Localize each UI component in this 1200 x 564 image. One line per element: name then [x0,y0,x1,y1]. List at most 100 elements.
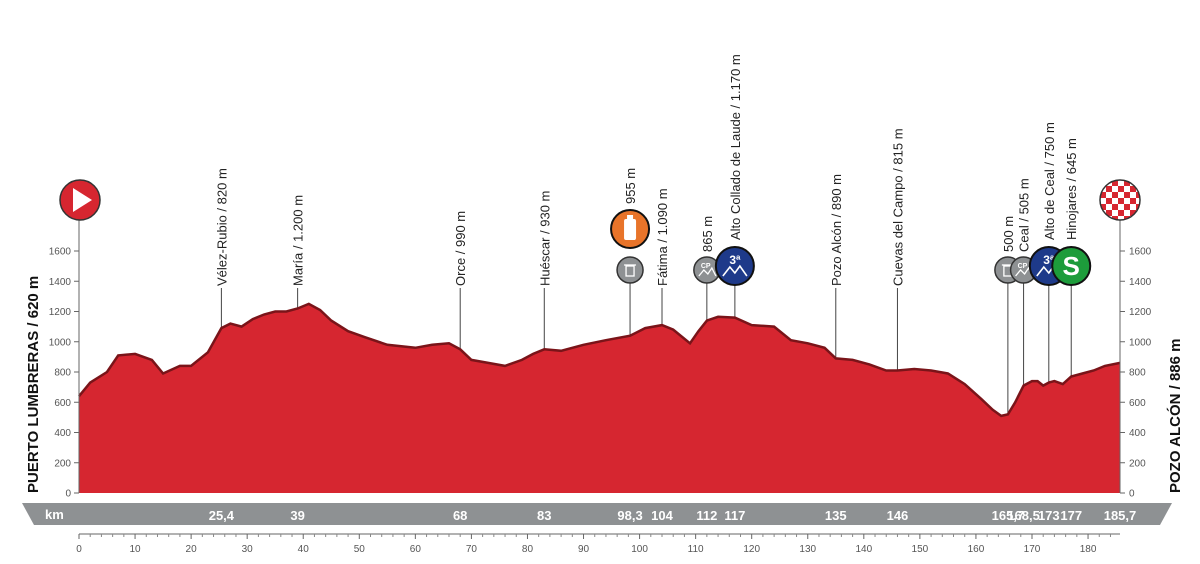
waypoint-labels: Vélez-Rubio / 820 m María / 1.200 m Orce /… [214,54,1079,286]
y-tick-label-left: 200 [54,458,71,469]
waypoint-km-label: 39 [290,508,304,523]
climb-category-icon [714,246,755,286]
waypoint-label: Ceal / 505 m [1017,178,1032,252]
finish-checker [1100,180,1148,228]
checker-square [1118,222,1124,228]
checker-square [1136,216,1140,220]
profile-area [78,302,1121,493]
x-tick-label: 10 [129,544,141,555]
checker-square [1112,216,1118,220]
checker-square [1130,222,1136,228]
waypoint-label: Hinojares / 645 m [1064,138,1079,240]
checker-square [1112,180,1118,186]
km-band-label: km [45,507,64,522]
y-tick-label-right: 1000 [1129,337,1152,348]
x-tick-label: 100 [631,544,648,555]
checker-square [1100,180,1106,186]
waypoint-km-label: 165,7 [992,508,1025,523]
waypoint-label: 955 m [623,168,638,204]
x-tick-label: 160 [968,544,985,555]
waypoint-label: Orce / 990 m [453,211,468,286]
x-tick-label: 30 [242,544,254,555]
checker-square [1142,210,1148,216]
waypoint-label: Pozo Alcón / 890 m [829,174,844,286]
bottle-icon [624,219,637,240]
x-tick-label: 0 [76,544,82,555]
checker-square [1136,180,1140,186]
y-tick-label-right: 1400 [1129,277,1152,288]
y-tick-label-right: 400 [1129,428,1146,439]
waypoint-km-label: 112 [696,508,717,523]
x-tick-label: 140 [855,544,872,555]
checker-square [1130,186,1136,192]
x-tick-label: 130 [799,544,816,555]
waypoint-label: Alto de Ceal / 750 m [1042,122,1057,240]
checker-square [1136,192,1140,198]
checker-square [1112,204,1118,210]
x-tick-label: 90 [578,544,590,555]
x-tick-label: 80 [522,544,534,555]
waypoint-km-label: 146 [887,508,909,523]
checker-square [1100,192,1106,198]
checker-square [1106,210,1112,216]
y-axis: 0 0 200 200 400 400 600 600 800 800 1000 1000 1200 12… [49,205,1152,500]
finish-outline [1099,179,1141,221]
waypoint-label: María / 1.200 m [291,195,306,286]
y-tick-label-right: 1600 [1129,247,1152,258]
checker-square [1142,186,1148,192]
waypoint-label: Huéscar / 930 m [537,191,552,286]
km-band-shape [22,503,1172,525]
checker-square [1112,192,1118,198]
y-tick-label-left: 0 [65,489,71,500]
waypoint-km-label: 98,3 [617,508,642,523]
checker-square [1106,222,1112,228]
checker-square [1124,192,1130,198]
bin-body-icon [625,265,635,277]
mountain-icon [698,266,717,277]
waypoint-km-label: 168,5 [1007,508,1040,523]
y-tick-label-right: 800 [1129,368,1146,379]
climb-category-text: 3ª [729,253,741,267]
waypoint-km-label: 104 [651,508,673,523]
y-tick-label-right: 200 [1129,458,1146,469]
waypoint-km-label: 177 [1060,508,1082,523]
waypoint-km-label: 185,7 [1104,508,1137,523]
bottle-cap-icon [627,215,634,220]
waypoint-km-label: 25,4 [209,508,235,523]
waypoint-label: Vélez-Rubio / 820 m [214,168,229,286]
waypoint-label: Cuevas del Campo / 815 m [890,128,905,286]
x-tick-label: 170 [1024,544,1041,555]
waypoint-km-label: 83 [537,508,551,523]
waypoint-label: 865 m [700,216,715,252]
checker-square [1124,204,1130,210]
x-tick-label: 20 [186,544,198,555]
checker-square [1106,186,1112,192]
waypoint-badges: CP 3ª CP 3ª S [610,209,1092,286]
finish-location-label: POZO ALCÓN / 886 m [1166,339,1184,493]
y-tick-label-left: 1200 [49,307,72,318]
checkpoint-icon-text: CP [701,263,711,270]
x-tick-label: 40 [298,544,310,555]
y-tick-label-right: 1200 [1129,307,1152,318]
side-labels: PUERTO LUMBRERAS / 620 m POZO ALCÓN / 88… [25,276,1184,493]
y-tick-label-left: 1600 [49,247,72,258]
waypoint-km-label: 173 [1038,508,1060,523]
profile-fill [79,303,1120,493]
x-tick-label: 50 [354,544,366,555]
profile-ridge [78,302,1121,418]
bin-icon [616,256,644,284]
mountain-icon [722,264,748,277]
km-band: km 25,4 39 68 83 98,3 104 112 117 135 146 165,7168,… [22,503,1172,525]
y-tick-label-right: 0 [1129,489,1135,500]
checker-square [1118,210,1124,216]
x-tick-label: 120 [743,544,760,555]
checker-square [1106,198,1112,204]
checker-square [1142,198,1148,204]
x-tick-label: 180 [1080,544,1097,555]
checker-square [1100,204,1106,210]
start-icon [59,179,101,221]
sprint-icon-text: S [1063,251,1080,281]
waypoint-label: 500 m [1001,216,1016,252]
checker-square [1124,180,1130,186]
